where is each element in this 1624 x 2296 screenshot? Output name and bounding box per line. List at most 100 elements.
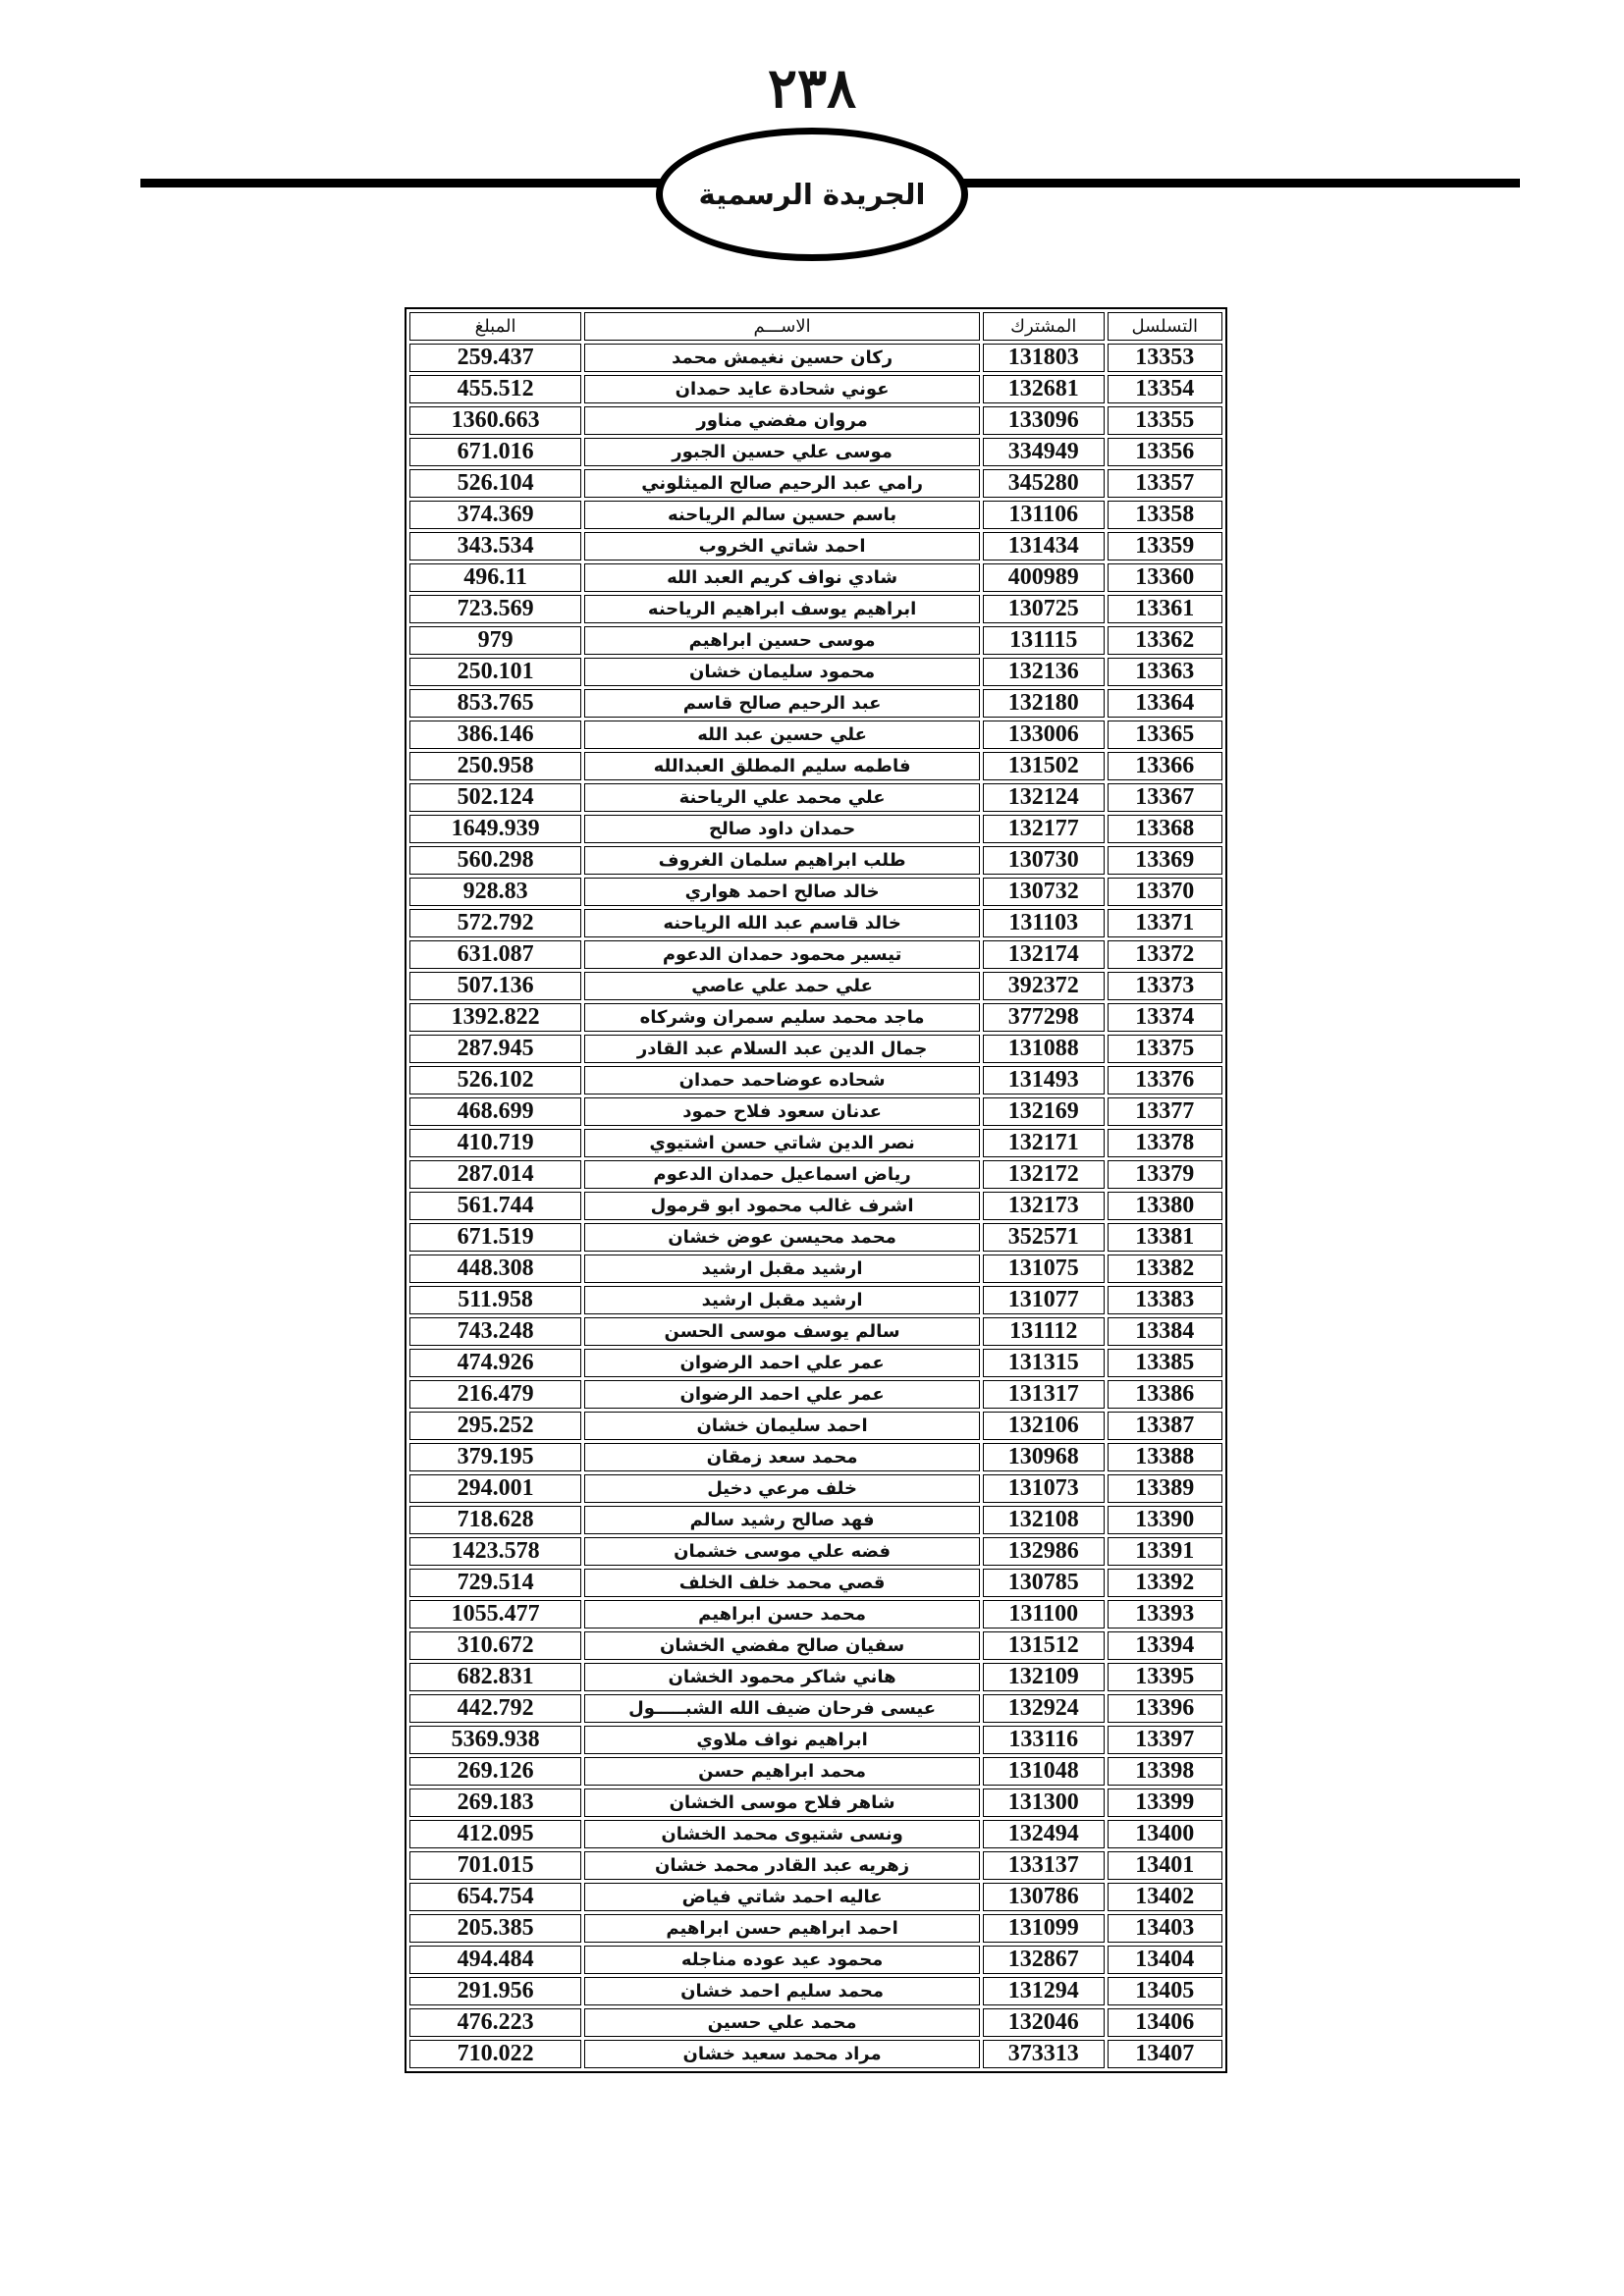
subscriber-cell: 131315 [983, 1349, 1105, 1377]
table-row: 13382 131075 ارشيد مقبل ارشيد 448.308 [409, 1255, 1222, 1283]
table-row: 13376 131493 شحاده عوضاحمد حمدان 526.102 [409, 1066, 1222, 1095]
serial-cell: 13370 [1107, 878, 1222, 906]
serial-cell: 13389 [1107, 1474, 1222, 1503]
amount-cell: 287.945 [409, 1035, 582, 1063]
table-row: 13392 130785 قصي محمد خلف الخلف 729.514 [409, 1569, 1222, 1597]
name-cell: ابراهيم نواف ملاوي [584, 1726, 981, 1754]
table-row: 13356 334949 موسى علي حسين الجبور 671.016 [409, 438, 1222, 466]
name-cell: موسى حسين ابراهيم [584, 626, 981, 655]
amount-cell: 205.385 [409, 1914, 582, 1943]
amount-cell: 511.958 [409, 1286, 582, 1314]
table-row: 13354 132681 عوني شحادة عايد حمدان 455.512 [409, 375, 1222, 403]
amount-cell: 294.001 [409, 1474, 582, 1503]
table-row: 13380 132173 اشرف غالب محمود ابو قرمول 561.… [409, 1192, 1222, 1220]
subscriber-cell: 131115 [983, 626, 1105, 655]
subscriber-cell: 132986 [983, 1537, 1105, 1566]
col-amount: المبلغ [409, 312, 582, 341]
table-row: 13401 133137 زهريه عبد القادر محمد خشان 701… [409, 1851, 1222, 1880]
name-cell: باسم حسين سالم الرياحنه [584, 501, 981, 529]
table-row: 13371 131103 خالد قاسم عبد الله الرياحنه 57… [409, 909, 1222, 937]
amount-cell: 654.754 [409, 1883, 582, 1911]
subscriber-cell: 132106 [983, 1412, 1105, 1440]
subscriber-cell: 132173 [983, 1192, 1105, 1220]
subscriber-cell: 132177 [983, 815, 1105, 843]
name-cell: احمد ابراهيم حسن ابراهيم [584, 1914, 981, 1943]
name-cell: ماجد محمد سليم سمران وشركاه [584, 1003, 981, 1032]
page-number: ٢٣٨ [767, 59, 857, 120]
serial-cell: 13363 [1107, 658, 1222, 686]
amount-cell: 572.792 [409, 909, 582, 937]
subscriber-cell: 131112 [983, 1317, 1105, 1346]
subscriber-cell: 132867 [983, 1946, 1105, 1974]
name-cell: محمد محيسن عوض خشان [584, 1223, 981, 1252]
table-row: 13385 131315 عمر علي احمد الرضوان 474.926 [409, 1349, 1222, 1377]
serial-cell: 13369 [1107, 846, 1222, 875]
serial-cell: 13368 [1107, 815, 1222, 843]
name-cell: قصي محمد خلف الخلف [584, 1569, 981, 1597]
amount-cell: 710.022 [409, 2040, 582, 2068]
name-cell: عدنان سعود فلاح حمود [584, 1097, 981, 1126]
serial-cell: 13380 [1107, 1192, 1222, 1220]
table-row: 13364 132180 عبد الرحيم صالح قاسم 853.765 [409, 689, 1222, 718]
amount-cell: 374.369 [409, 501, 582, 529]
subscriber-cell: 132172 [983, 1160, 1105, 1189]
col-name: الاســـم [584, 312, 981, 341]
amount-cell: 468.699 [409, 1097, 582, 1126]
subscriber-cell: 131493 [983, 1066, 1105, 1095]
name-cell: محمود عيد عوده مناجله [584, 1946, 981, 1974]
subscriber-cell: 131434 [983, 532, 1105, 561]
serial-cell: 13396 [1107, 1694, 1222, 1723]
subscriber-cell: 132174 [983, 940, 1105, 969]
name-cell: جمال الدين عبد السلام عبد القادر [584, 1035, 981, 1063]
table-row: 13387 132106 احمد سليمان خشان 295.252 [409, 1412, 1222, 1440]
table-row: 13375 131088 جمال الدين عبد السلام عبد الق… [409, 1035, 1222, 1063]
subscriber-cell: 131502 [983, 752, 1105, 780]
serial-cell: 13359 [1107, 532, 1222, 561]
name-cell: عوني شحادة عايد حمدان [584, 375, 981, 403]
serial-cell: 13397 [1107, 1726, 1222, 1754]
serial-cell: 13388 [1107, 1443, 1222, 1471]
serial-cell: 13406 [1107, 2008, 1222, 2037]
name-cell: خالد صالح احمد هواري [584, 878, 981, 906]
table-row: 13358 131106 باسم حسين سالم الرياحنه 374.36… [409, 501, 1222, 529]
subscriber-cell: 345280 [983, 469, 1105, 498]
table-row: 13407 373313 مراد محمد سعيد خشان 710.022 [409, 2040, 1222, 2068]
table-row: 13370 130732 خالد صالح احمد هواري 928.83 [409, 878, 1222, 906]
table-row: 13362 131115 موسى حسين ابراهيم 979 [409, 626, 1222, 655]
amount-cell: 250.101 [409, 658, 582, 686]
amount-cell: 410.719 [409, 1129, 582, 1157]
table-row: 13360 400989 شادي نواف كريم العبد الله 496.… [409, 563, 1222, 592]
amount-cell: 671.519 [409, 1223, 582, 1252]
name-cell: خلف مرعي دخيل [584, 1474, 981, 1503]
amount-cell: 853.765 [409, 689, 582, 718]
name-cell: اشرف غالب محمود ابو قرمول [584, 1192, 981, 1220]
amount-cell: 631.087 [409, 940, 582, 969]
subscriber-cell: 131512 [983, 1631, 1105, 1660]
subscriber-cell: 130725 [983, 595, 1105, 623]
table-row: 13391 132986 فضه علي موسى خشمان 1423.578 [409, 1537, 1222, 1566]
serial-cell: 13398 [1107, 1757, 1222, 1786]
subscriber-cell: 131294 [983, 1977, 1105, 2005]
table-row: 13373 392372 علي حمد علي عاصي 507.136 [409, 972, 1222, 1000]
subscriber-cell: 131300 [983, 1789, 1105, 1817]
amount-cell: 526.104 [409, 469, 582, 498]
amount-cell: 448.308 [409, 1255, 582, 1283]
subscriber-cell: 400989 [983, 563, 1105, 592]
amount-cell: 455.512 [409, 375, 582, 403]
amount-cell: 216.479 [409, 1380, 582, 1409]
amount-cell: 442.792 [409, 1694, 582, 1723]
amount-cell: 682.831 [409, 1663, 582, 1691]
table-row: 13388 130968 محمد سعد زمقان 379.195 [409, 1443, 1222, 1471]
name-cell: مراد محمد سعيد خشان [584, 2040, 981, 2068]
table-row: 13386 131317 عمر علي احمد الرضوان 216.479 [409, 1380, 1222, 1409]
name-cell: فضه علي موسى خشمان [584, 1537, 981, 1566]
table-row: 13365 133006 علي حسين عبد الله 386.146 [409, 721, 1222, 749]
serial-cell: 13405 [1107, 1977, 1222, 2005]
subscriber-cell: 132180 [983, 689, 1105, 718]
subscriber-cell: 131317 [983, 1380, 1105, 1409]
table-row: 13363 132136 محمود سليمان خشان 250.101 [409, 658, 1222, 686]
subscriber-cell: 133006 [983, 721, 1105, 749]
subscriber-cell: 131100 [983, 1600, 1105, 1629]
subscriber-cell: 133116 [983, 1726, 1105, 1754]
subscriber-cell: 132169 [983, 1097, 1105, 1126]
